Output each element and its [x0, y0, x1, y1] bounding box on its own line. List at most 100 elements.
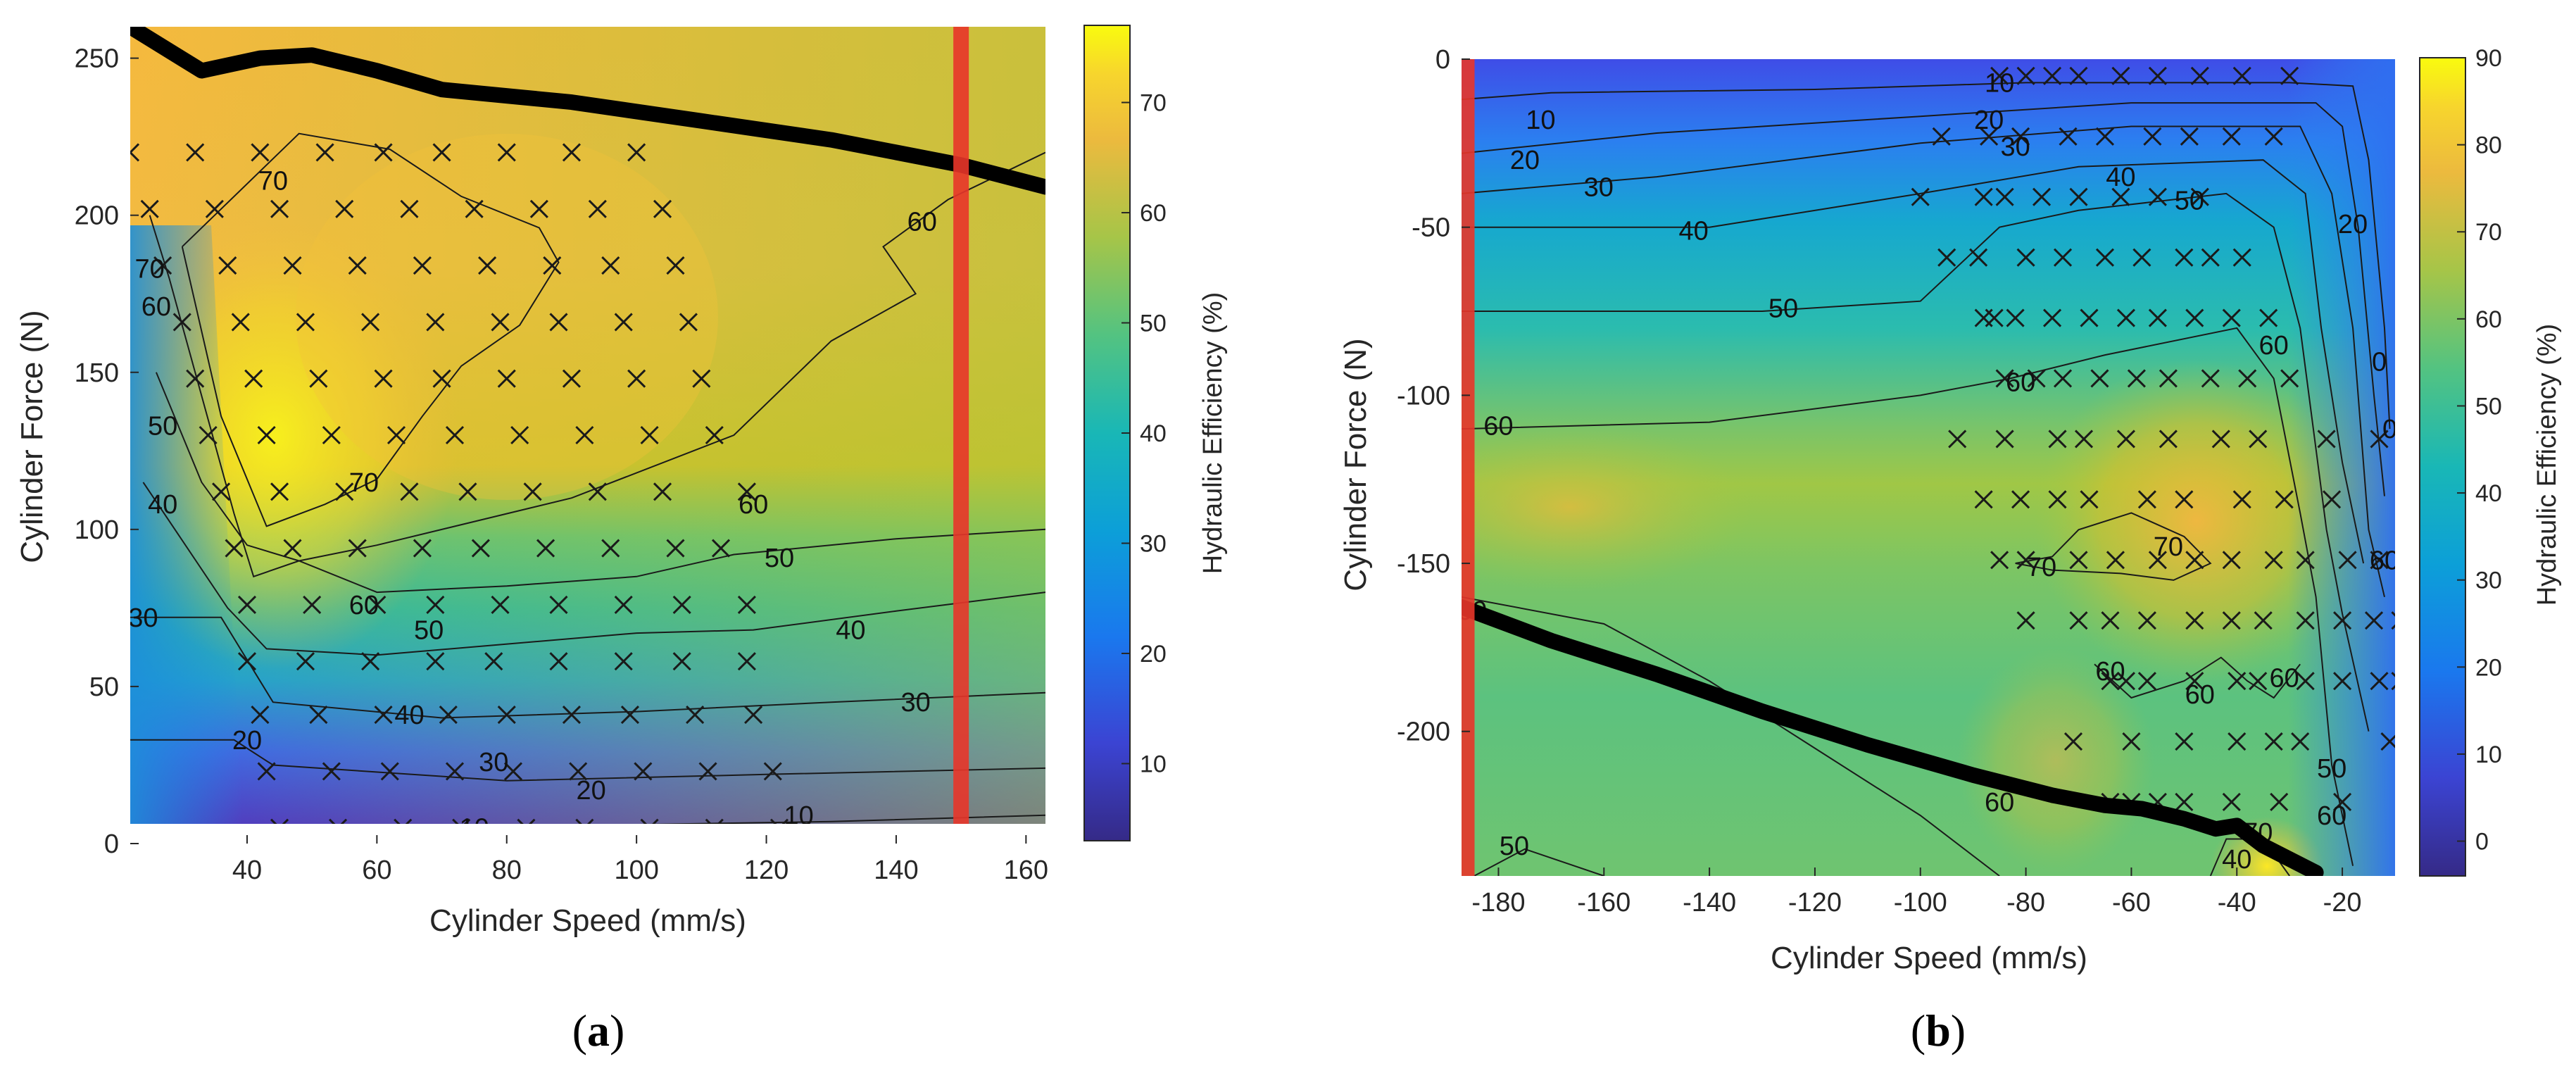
- test-point-marker: [769, 818, 789, 824]
- x-tick-label: 60: [362, 856, 391, 885]
- test-point-marker: [2185, 611, 2204, 630]
- test-point-marker: [2074, 430, 2094, 449]
- test-point-marker: [2059, 127, 2078, 146]
- test-point-marker: [744, 706, 763, 725]
- test-point-marker: [588, 199, 607, 218]
- test-point-marker: [2201, 369, 2220, 388]
- test-point-marker: [251, 143, 270, 162]
- test-point-marker: [2048, 430, 2067, 449]
- test-point-marker: [1995, 369, 2014, 388]
- test-point-marker: [2148, 308, 2167, 327]
- test-point-marker: [2143, 127, 2162, 146]
- test-point-marker: [335, 482, 354, 501]
- test-point-marker: [2270, 792, 2289, 812]
- test-point-marker: [2370, 551, 2389, 570]
- x-tick-label: 160: [1004, 856, 1048, 885]
- y-tick-label: 250: [75, 44, 119, 74]
- test-point-marker: [394, 818, 413, 824]
- test-point-marker: [309, 369, 328, 388]
- test-point-marker: [692, 369, 711, 388]
- contour-line-60: [2094, 656, 2301, 699]
- test-point-marker: [2016, 248, 2035, 267]
- test-point-marker: [575, 818, 594, 824]
- test-point-marker: [439, 706, 458, 725]
- contour-label: 60: [739, 490, 768, 520]
- x-tick-label: 80: [492, 856, 522, 885]
- test-point-marker: [620, 706, 639, 725]
- axes-a: 40 60 80 100 120 140 160 0 50 100 150 200 250: [75, 44, 1048, 885]
- test-point-marker: [2228, 672, 2247, 691]
- axes-b: -180 -160 -140 -120 -100 -80 -60 -40 -200-50-100…: [1397, 45, 2362, 917]
- test-point-marker: [634, 762, 653, 781]
- test-point-marker: [328, 818, 348, 824]
- contour-label: 30: [479, 748, 508, 777]
- colorbar-b-ticks: 0 10 20 30 40 50 60 70 80 90: [2457, 45, 2502, 856]
- contour-line-40: [1462, 159, 2365, 564]
- test-point-marker: [2291, 732, 2310, 751]
- test-point-marker: [348, 256, 367, 275]
- y-tick-label: 0: [1435, 45, 1450, 75]
- test-point-marker: [2185, 551, 2204, 570]
- test-point-marker: [2317, 430, 2336, 449]
- test-point-marker: [2122, 732, 2141, 751]
- test-point-marker: [711, 539, 731, 558]
- test-point-marker: [679, 313, 698, 332]
- colorbar-tick-label: 30: [2475, 568, 2502, 594]
- test-point-marker: [2111, 66, 2130, 85]
- max-force-boundary-line: [1462, 599, 2324, 876]
- test-point-marker: [1974, 187, 1993, 206]
- test-point-marker: [2080, 490, 2099, 509]
- test-point-marker: [2391, 672, 2395, 691]
- test-point-marker: [244, 369, 263, 388]
- test-point-marker: [1974, 490, 1993, 509]
- ylabel-b: Cylinder Force (N): [1338, 338, 1373, 591]
- ylabel-a: Cylinder Force (N): [15, 310, 49, 563]
- test-point-marker: [445, 425, 465, 445]
- test-point-marker: [666, 256, 685, 275]
- test-point-marker: [322, 762, 341, 781]
- test-point-marker: [517, 818, 536, 824]
- test-point-marker: [2190, 66, 2209, 85]
- test-point-marker: [2069, 66, 2088, 85]
- test-point-marker: [186, 143, 205, 162]
- test-point-marker: [218, 256, 237, 275]
- test-point-marker: [2069, 551, 2088, 570]
- test-point-marker: [569, 762, 588, 781]
- test-point-marker: [1932, 127, 1951, 146]
- test-point-marker: [562, 706, 582, 725]
- contour-label: 50: [414, 616, 444, 646]
- colorbar-tick-label: 70: [2475, 219, 2502, 246]
- y-tick-label: -50: [1412, 213, 1450, 243]
- test-point-marker: [2296, 611, 2315, 630]
- colorbar-tick-label: 50: [1140, 311, 1167, 337]
- test-point-marker: [426, 652, 445, 671]
- x-tick-label: -100: [1894, 888, 1947, 917]
- heatmap-b-field: [1462, 59, 2395, 876]
- y-tick-label: 100: [75, 515, 119, 545]
- colorbar-tick-label: 20: [1140, 641, 1167, 668]
- test-point-marker: [270, 818, 289, 824]
- test-point-marker: [2080, 308, 2099, 327]
- test-point-marker: [2370, 430, 2389, 449]
- test-point-marker: [315, 143, 334, 162]
- test-point-marker: [2296, 672, 2315, 691]
- contour-label: 40: [148, 490, 177, 520]
- test-point-marker: [2333, 611, 2352, 630]
- test-point-marker: [400, 199, 419, 218]
- test-point-marker: [2127, 369, 2146, 388]
- test-point-marker: [2280, 369, 2299, 388]
- contour-label: 60: [2317, 801, 2346, 831]
- test-points-b: [1911, 66, 2395, 812]
- contour-label: 50: [765, 544, 794, 573]
- test-point-marker: [335, 199, 354, 218]
- test-point-marker: [2116, 308, 2135, 327]
- contour-label: 70: [349, 468, 379, 498]
- test-point-marker: [497, 369, 516, 388]
- test-point-marker: [2333, 792, 2352, 812]
- test-point-marker: [1995, 187, 2014, 206]
- test-point-marker: [237, 652, 257, 671]
- test-point-marker: [283, 539, 302, 558]
- test-point-marker: [2275, 490, 2294, 509]
- contour-label: 50: [2317, 754, 2346, 784]
- test-point-marker: [653, 482, 672, 501]
